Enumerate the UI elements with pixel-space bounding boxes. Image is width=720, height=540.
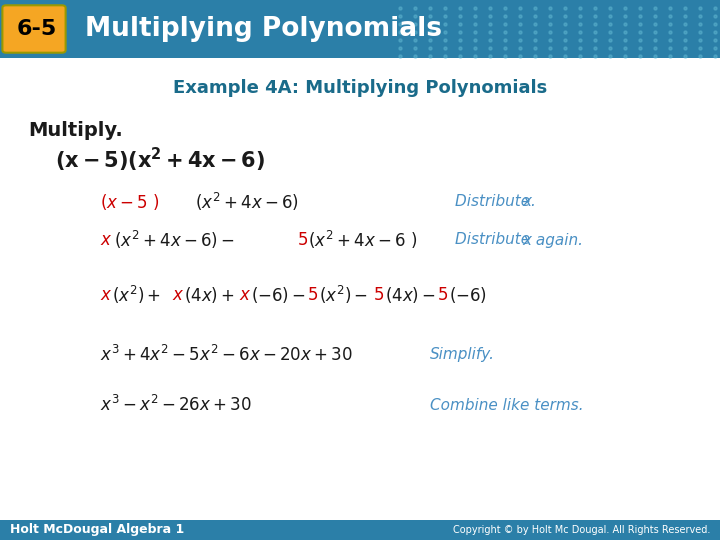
Bar xyxy=(0,520,720,540)
Text: $(x^2) + $: $(x^2) + $ xyxy=(112,284,161,306)
Text: $(x^2+4x-6\ )$: $(x^2+4x-6\ )$ xyxy=(308,229,418,251)
Text: Distribute: Distribute xyxy=(455,194,535,210)
Text: $x$: $x$ xyxy=(100,286,112,304)
Text: $5$: $5$ xyxy=(437,286,448,304)
Text: Holt McDougal Algebra 1: Holt McDougal Algebra 1 xyxy=(10,523,184,537)
Text: $(x^2) - $: $(x^2) - $ xyxy=(319,284,368,306)
Text: Multiplying Polynomials: Multiplying Polynomials xyxy=(85,16,442,42)
Text: $(-6)$: $(-6)$ xyxy=(449,285,487,305)
Text: $x$: $x$ xyxy=(172,286,184,304)
Bar xyxy=(0,58,720,520)
Bar xyxy=(0,0,720,58)
Text: Simplify.: Simplify. xyxy=(430,348,495,362)
Text: $x$: $x$ xyxy=(239,286,251,304)
Text: $5$: $5$ xyxy=(373,286,384,304)
Text: $5$: $5$ xyxy=(297,231,308,249)
Text: $(4x) + $: $(4x) + $ xyxy=(184,285,235,305)
Text: $5$: $5$ xyxy=(307,286,318,304)
FancyBboxPatch shape xyxy=(2,5,66,53)
Text: $x$: $x$ xyxy=(100,231,112,249)
Text: Combine like terms.: Combine like terms. xyxy=(430,397,584,413)
Text: Copyright © by Holt Mc Dougal. All Rights Reserved.: Copyright © by Holt Mc Dougal. All Right… xyxy=(453,525,710,535)
Text: $(x^2+4x-6) - $: $(x^2+4x-6) - $ xyxy=(114,229,235,251)
Text: x again.: x again. xyxy=(522,233,583,247)
Text: $(-6) - $: $(-6) - $ xyxy=(251,285,306,305)
Text: Distribute: Distribute xyxy=(455,233,535,247)
Text: 6-5: 6-5 xyxy=(17,19,57,39)
Text: Example 4A: Multiplying Polynomials: Example 4A: Multiplying Polynomials xyxy=(173,79,547,97)
Text: Multiply.: Multiply. xyxy=(28,120,122,139)
Text: $\mathbf{(x-5)(x^2+4x-6)}$: $\mathbf{(x-5)(x^2+4x-6)}$ xyxy=(55,146,265,174)
Text: $(x^2+4x-6)$: $(x^2+4x-6)$ xyxy=(195,191,299,213)
Text: $x^3-x^2-26x+30$: $x^3-x^2-26x+30$ xyxy=(100,395,252,415)
Text: $(4x) - $: $(4x) - $ xyxy=(385,285,436,305)
Text: $x^3+4x^2-5x^2-6x-20x+30$: $x^3+4x^2-5x^2-6x-20x+30$ xyxy=(100,345,353,365)
Text: $(x-5\ )$: $(x-5\ )$ xyxy=(100,192,160,212)
Text: x.: x. xyxy=(522,194,536,210)
